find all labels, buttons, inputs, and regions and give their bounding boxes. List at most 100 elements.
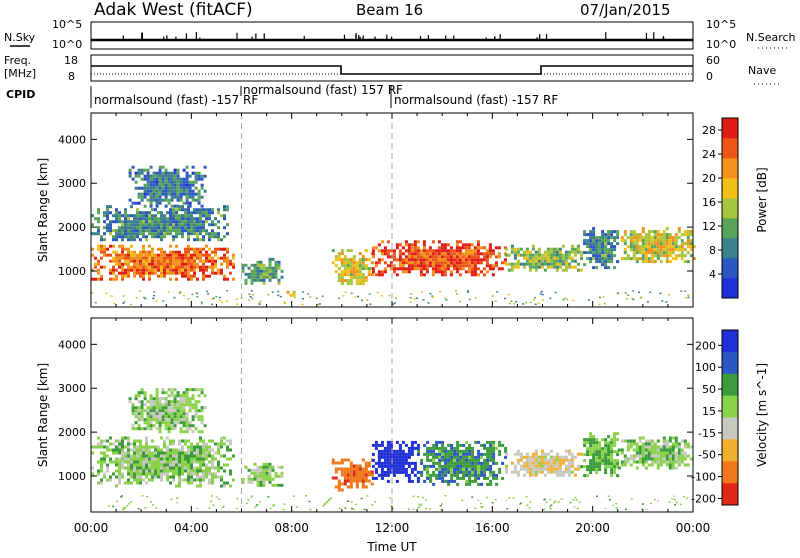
ground-scatter-cell — [419, 504, 422, 507]
data-cell — [208, 235, 211, 239]
data-cell — [127, 217, 130, 221]
data-cell — [395, 470, 399, 474]
data-cell — [268, 272, 272, 276]
data-cell — [167, 430, 171, 434]
data-cell — [426, 440, 430, 444]
data-cell — [136, 268, 139, 272]
data-cell — [205, 220, 208, 224]
data-cell — [199, 484, 202, 488]
data-cell — [172, 223, 175, 227]
data-cell — [498, 452, 502, 456]
data-cell — [194, 427, 198, 431]
data-cell — [656, 463, 660, 467]
data-cell — [142, 274, 145, 278]
data-cell — [229, 457, 232, 461]
data-cell — [474, 461, 478, 465]
data-cell — [683, 451, 687, 455]
data-cell — [185, 421, 189, 425]
ground-scatter-cell — [682, 496, 685, 498]
data-cell — [410, 449, 414, 453]
data-cell — [443, 249, 447, 253]
data-cell — [115, 220, 118, 224]
ground-scatter-cell — [295, 506, 298, 508]
data-cell — [164, 189, 168, 193]
data-cell — [595, 471, 599, 475]
data-cell — [268, 266, 272, 270]
data-cell — [166, 223, 169, 227]
data-cell — [435, 476, 439, 480]
ground-scatter-cell — [342, 295, 345, 297]
data-cell — [127, 265, 130, 269]
data-cell — [455, 240, 459, 244]
data-cell — [401, 258, 405, 262]
ground-scatter-cell — [392, 303, 395, 305]
data-cell — [133, 478, 136, 482]
data-cell — [205, 463, 208, 467]
data-cell — [167, 186, 171, 190]
data-cell — [244, 281, 248, 285]
data-cell — [610, 468, 614, 472]
data-cell — [175, 244, 178, 248]
data-cell — [349, 473, 353, 477]
data-cell — [607, 230, 611, 234]
ground-scatter-cell — [616, 292, 619, 294]
data-cell — [262, 465, 266, 469]
data-cell — [169, 442, 172, 446]
data-cell — [471, 473, 475, 477]
data-cell — [683, 242, 687, 246]
data-cell — [112, 250, 115, 254]
data-cell — [158, 409, 162, 413]
data-cell — [223, 277, 226, 281]
data-cell — [157, 445, 160, 449]
data-cell — [438, 470, 442, 474]
data-cell — [220, 247, 223, 251]
data-cell — [139, 445, 142, 449]
data-cell — [607, 233, 611, 237]
data-cell — [534, 265, 538, 269]
data-cell — [610, 254, 614, 258]
data-cell — [265, 275, 269, 279]
data-cell — [480, 467, 484, 471]
data-cell — [632, 257, 636, 261]
data-cell — [170, 424, 174, 428]
data-cell — [200, 186, 204, 190]
data-cell — [555, 256, 559, 260]
data-cell — [340, 273, 344, 277]
data-cell — [124, 457, 127, 461]
data-cell — [601, 242, 605, 246]
data-cell — [178, 259, 181, 263]
data-cell — [573, 259, 577, 263]
data-cell — [139, 475, 142, 479]
data-cell — [148, 451, 151, 455]
data-cell — [331, 249, 335, 253]
data-cell — [151, 259, 154, 263]
data-cell — [139, 211, 142, 215]
data-cell — [352, 470, 356, 474]
data-cell — [525, 452, 529, 456]
data-cell — [561, 470, 565, 474]
data-cell — [450, 449, 454, 453]
data-cell — [386, 449, 390, 453]
data-cell — [155, 403, 159, 407]
data-cell — [181, 232, 184, 236]
data-cell — [647, 236, 651, 240]
data-cell — [140, 427, 144, 431]
data-cell — [404, 255, 408, 259]
data-cell — [468, 473, 472, 477]
data-cell — [465, 461, 469, 465]
data-cell — [549, 256, 553, 260]
data-cell — [598, 441, 602, 445]
data-cell — [200, 174, 204, 178]
data-cell — [172, 448, 175, 452]
data-cell — [148, 250, 151, 254]
data-cell — [464, 246, 468, 250]
data-cell — [191, 430, 195, 434]
data-cell — [187, 220, 190, 224]
data-cell — [170, 177, 174, 181]
data-cell — [173, 171, 177, 175]
data-cell — [340, 261, 344, 265]
ground-scatter-cell — [496, 291, 499, 293]
data-cell — [176, 183, 180, 187]
data-cell — [449, 255, 453, 259]
data-cell — [241, 480, 245, 484]
